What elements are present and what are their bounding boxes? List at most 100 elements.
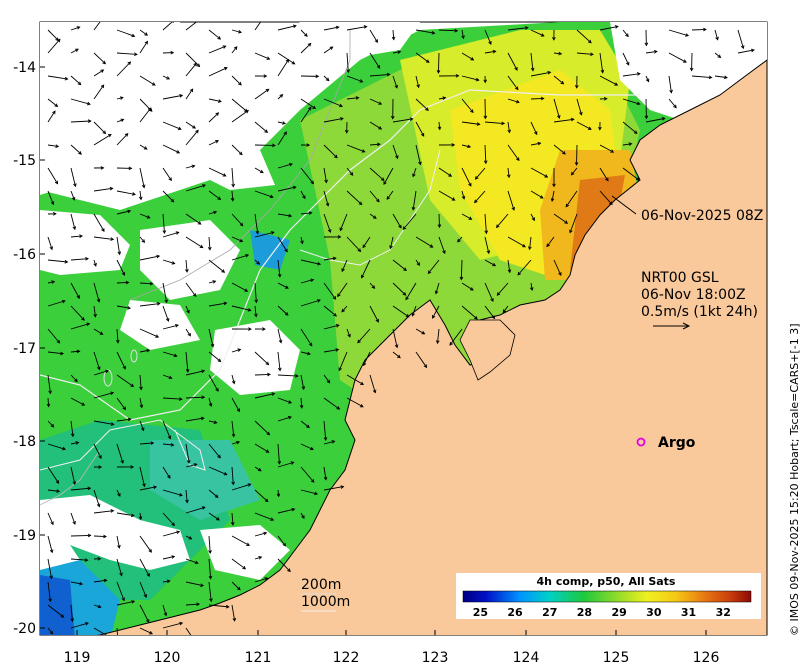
current-vector-head [316, 299, 321, 303]
current-vector [47, 489, 60, 492]
current-vector-head [271, 392, 276, 396]
current-vector [300, 466, 315, 483]
current-vector-head [325, 202, 330, 207]
current-vector-head [490, 298, 494, 303]
current-vector-head [310, 479, 315, 483]
current-vector [70, 534, 91, 537]
current-vector [116, 61, 131, 77]
current-vector-head [431, 31, 436, 35]
current-vector [139, 512, 142, 520]
current-vector [277, 351, 281, 371]
argo-float-marker [636, 437, 646, 447]
current-vector-head [461, 35, 465, 40]
current-vector [93, 420, 114, 425]
current-vector [162, 580, 170, 583]
current-vector [507, 236, 526, 248]
current-vector-head [470, 109, 474, 114]
current-vector-head [149, 281, 154, 286]
current-vector-head [590, 52, 594, 57]
current-vector-head [394, 84, 398, 89]
current-vector-head [102, 60, 107, 65]
current-vector [139, 144, 148, 150]
current-vector-head [347, 333, 351, 338]
current-vector [461, 305, 478, 320]
current-vector [415, 351, 427, 368]
current-vector-head [256, 261, 261, 265]
current-vector [323, 282, 336, 300]
current-vector [402, 213, 417, 230]
current-vector [116, 443, 124, 464]
current-vector-head [284, 248, 288, 253]
current-vector-head [398, 224, 402, 229]
current-vector-head [132, 192, 136, 196]
current-vector [116, 489, 121, 497]
current-vector [254, 351, 269, 365]
current-vector-head [544, 174, 549, 178]
current-vector-head [60, 614, 65, 618]
current-vector [415, 29, 435, 34]
current-vector-head [285, 58, 290, 63]
current-vector-head [139, 404, 144, 409]
current-vector [70, 581, 83, 585]
current-vector-head [194, 560, 199, 565]
current-vector [507, 121, 510, 133]
current-vector [277, 282, 289, 289]
current-vector-head [507, 269, 512, 274]
current-vector [277, 328, 282, 343]
current-vector-head [130, 513, 135, 518]
current-vector-head [201, 395, 206, 400]
current-vector [231, 581, 241, 591]
current-vector-head [99, 331, 104, 335]
current-vector [599, 75, 618, 86]
current-vector [70, 487, 91, 491]
current-vector-head [412, 173, 416, 178]
current-vector [116, 627, 118, 635]
current-vector [47, 512, 54, 525]
current-vector [208, 112, 219, 123]
current-vector [47, 29, 59, 41]
current-vector-head [98, 465, 103, 469]
contour-1000m-label: 1000m [301, 594, 350, 610]
current-vector [484, 144, 487, 164]
current-vector-head [109, 634, 110, 635]
current-vector [139, 558, 150, 577]
current-vector-head [170, 443, 175, 447]
current-vector-head [333, 313, 337, 317]
current-vector-head [402, 226, 407, 230]
current-vector-head [64, 259, 69, 264]
current-vector [231, 558, 246, 570]
current-vector-head [530, 67, 535, 72]
current-vector-head [78, 151, 82, 155]
current-vector-head [376, 142, 381, 147]
current-vector [415, 328, 425, 335]
current-vector [231, 75, 242, 86]
current-vector [277, 535, 286, 547]
current-vector [277, 25, 297, 31]
current-vector [93, 305, 96, 317]
current-vector-head [248, 327, 252, 331]
current-vector-head [335, 324, 340, 328]
current-vector [208, 98, 222, 103]
current-vector [231, 305, 251, 311]
current-vector-head [213, 210, 218, 215]
current-vector [162, 22, 173, 31]
current-vector-head [339, 117, 344, 121]
current-vector [323, 257, 336, 261]
current-vector-head [569, 229, 573, 234]
current-vector-head [427, 270, 432, 275]
current-vector [346, 397, 364, 408]
current-vector [300, 43, 312, 54]
current-vector-head [51, 280, 56, 284]
current-vector [116, 133, 129, 146]
current-vector-head [48, 390, 52, 395]
current-vector [93, 328, 103, 335]
annotations: 06-Nov-2025 08Z NRT00 GSL 06-Nov 18:00Z … [301, 195, 763, 612]
current-vector-head [304, 33, 308, 37]
current-vector-head [96, 298, 101, 303]
current-vector [208, 443, 221, 459]
current-vector [70, 604, 73, 622]
current-vector-head [570, 117, 575, 122]
current-vector [185, 603, 200, 606]
current-vector-head [56, 339, 61, 344]
current-vector-head [72, 521, 76, 525]
